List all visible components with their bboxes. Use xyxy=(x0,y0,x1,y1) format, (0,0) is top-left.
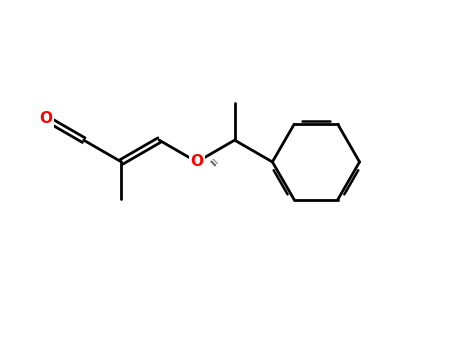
Text: O: O xyxy=(40,111,52,126)
Text: O: O xyxy=(190,154,203,169)
Text: |||: ||| xyxy=(209,157,219,167)
